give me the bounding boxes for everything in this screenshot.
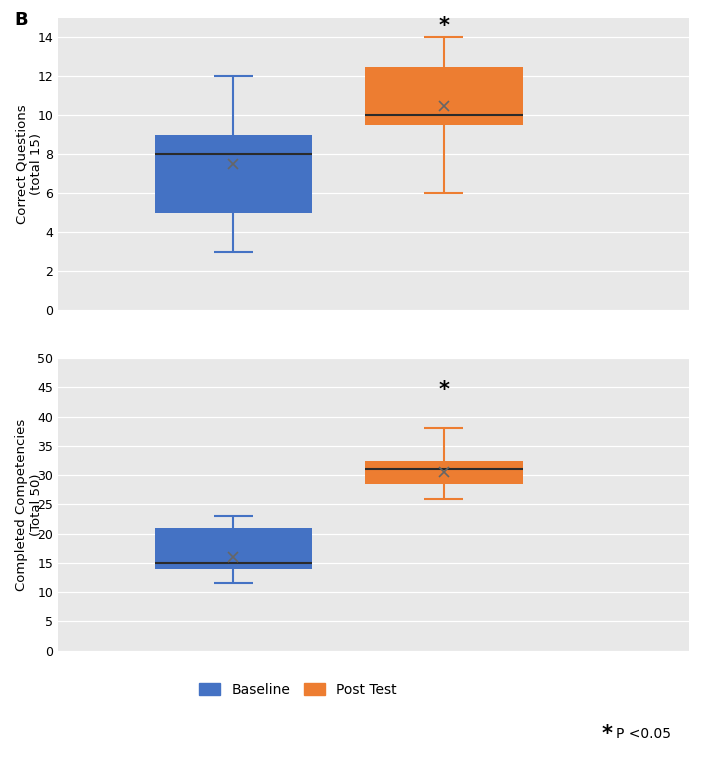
FancyBboxPatch shape xyxy=(155,135,313,213)
Y-axis label: Correct Questions
(total 15): Correct Questions (total 15) xyxy=(15,104,43,224)
Text: P <0.05: P <0.05 xyxy=(616,727,671,741)
FancyBboxPatch shape xyxy=(365,460,522,484)
Text: B: B xyxy=(14,11,27,29)
Legend: Baseline, Post Test: Baseline, Post Test xyxy=(194,677,402,702)
FancyBboxPatch shape xyxy=(155,528,313,569)
FancyBboxPatch shape xyxy=(365,67,522,125)
Text: *: * xyxy=(602,724,613,744)
Text: *: * xyxy=(438,381,449,401)
Text: *: * xyxy=(438,15,449,36)
Y-axis label: Completed Competencies
(Total 50): Completed Competencies (Total 50) xyxy=(15,418,43,591)
